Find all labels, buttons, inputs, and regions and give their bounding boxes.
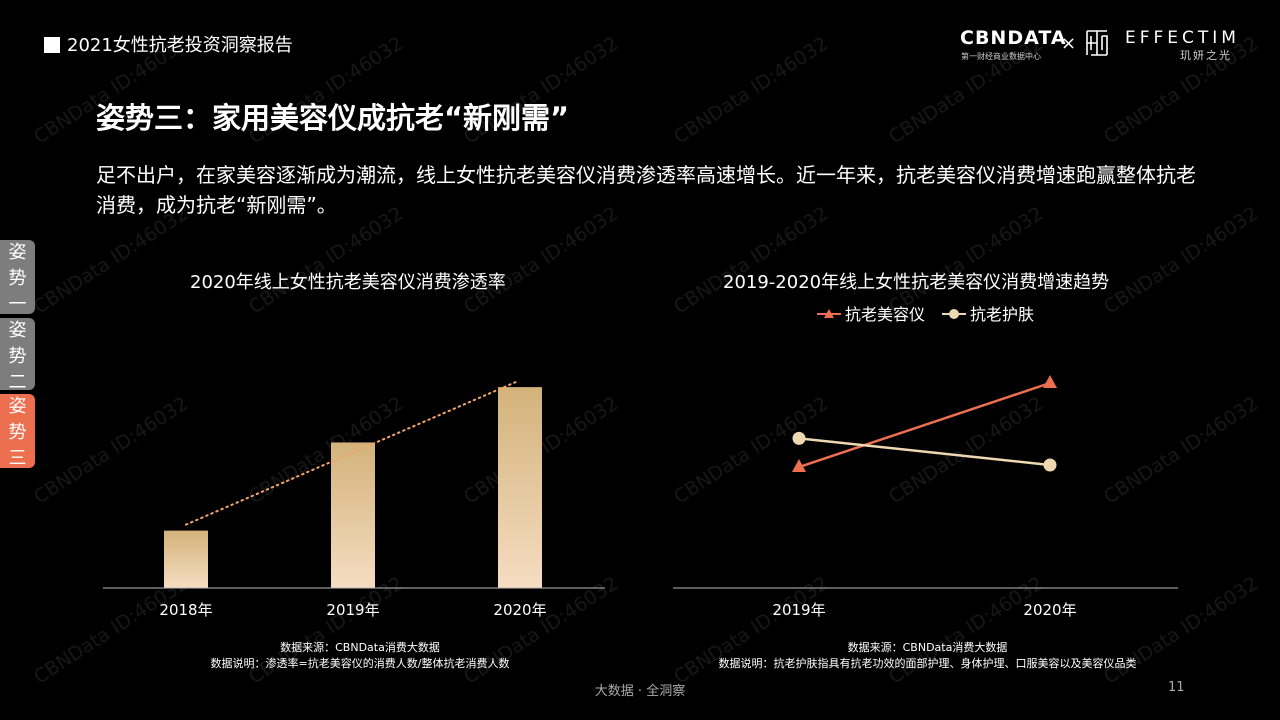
watermark-text: CBNData ID:46032 [670, 32, 833, 149]
page-headline: 姿势三：家用美容仪成抗老“新刚需” [96, 101, 570, 135]
x-tick-label: 2019年 [772, 601, 825, 619]
bar-1 [331, 442, 375, 588]
point-circle-0 [792, 431, 806, 445]
legend-circle-marker [949, 309, 959, 319]
penetration-bar-chart: 2018年 2019年 2020年 [103, 380, 605, 619]
line-chart-title: 2019-2020年线上女性抗老美容仪消费增速趋势 [723, 272, 1110, 293]
side-tab-char: 姿 [8, 242, 27, 263]
footer-slogan: 大数据 · 全洞察 [594, 684, 686, 699]
trend-line [185, 380, 519, 526]
bar-chart-explain-note: 数据说明：渗透率=抗老美容仪的消费人数/整体抗老消费人数 [210, 657, 510, 670]
report-title-text: 2021女性抗老投资洞察报告 [67, 35, 293, 56]
bar-chart-source-note: 数据来源：CBNData消费大数据 [280, 641, 440, 654]
legend-label: 抗老美容仪 [845, 305, 925, 324]
bar-chart-notes: 数据来源：CBNData消费大数据 数据说明：渗透率=抗老美容仪的消费人数/整体… [100, 640, 620, 672]
logo-times-sign: × [1061, 33, 1077, 54]
point-triangle-0 [792, 459, 806, 473]
legend-label: 抗老护肤 [970, 305, 1034, 324]
side-tab-char: 势 [8, 268, 27, 289]
side-tab-char: 姿 [8, 396, 27, 417]
line-chart-explain-note: 数据说明：抗老护肤指具有抗老功效的面部护理、身体护理、口服美容以及美容仪品类 [718, 657, 1137, 670]
growth-line-chart: 2019年 2020年 抗老美容仪 抗老护肤 [673, 305, 1178, 619]
x-tick-label: 2018年 [159, 601, 212, 619]
x-tick-label: 2019年 [326, 601, 379, 619]
side-tab-char: 姿 [8, 320, 27, 341]
side-tab-char: 势 [8, 422, 27, 443]
bar-0 [164, 530, 208, 588]
cbndata-logo-subtitle: 第一财经商业数据中心 [961, 52, 1041, 61]
line-chart-source-note: 数据来源：CBNData消费大数据 [847, 641, 1008, 654]
side-tab-char: 二 [8, 372, 27, 393]
report-title: 2021女性抗老投资洞察报告 [44, 31, 293, 57]
bar-chart-title: 2020年线上女性抗老美容仪消费渗透率 [190, 272, 506, 293]
series-line-1 [798, 437, 1051, 467]
side-tab-char: 势 [8, 346, 27, 367]
title-square-icon [44, 37, 60, 53]
bar-2 [498, 387, 542, 588]
point-circle-1 [1043, 458, 1057, 472]
series-line-0 [798, 381, 1051, 469]
side-tab-trend-1[interactable]: 姿 势 一 [0, 240, 35, 315]
x-tick-label: 2020年 [1023, 601, 1076, 619]
effectim-mark-icon [1086, 30, 1108, 56]
side-tab-char: 三 [8, 448, 27, 469]
page-number: 11 [1168, 680, 1185, 695]
watermark-text: CBNData ID:46032 [885, 32, 1048, 149]
page-description: 足不出户，在家美容逐渐成为潮流，线上女性抗老美容仪消费渗透率高速增长。近一年来，… [96, 163, 1196, 217]
side-tab-char: 一 [8, 294, 27, 315]
legend-triangle-marker [824, 309, 834, 318]
x-tick-label: 2020年 [493, 601, 546, 619]
effectim-logo: EFFECTIM [1125, 28, 1240, 48]
side-tab-trend-2[interactable]: 姿 势 二 [0, 318, 35, 393]
line-chart-notes: 数据来源：CBNData消费大数据 数据说明：抗老护肤指具有抗老功效的面部护理、… [670, 640, 1185, 672]
side-tab-trend-3[interactable]: 姿 势 三 [0, 394, 35, 469]
cbndata-logo: CBNDATA [960, 27, 1067, 49]
point-triangle-1 [1043, 375, 1057, 388]
effectim-logo-subtitle: 玑妍之光 [1180, 49, 1232, 62]
